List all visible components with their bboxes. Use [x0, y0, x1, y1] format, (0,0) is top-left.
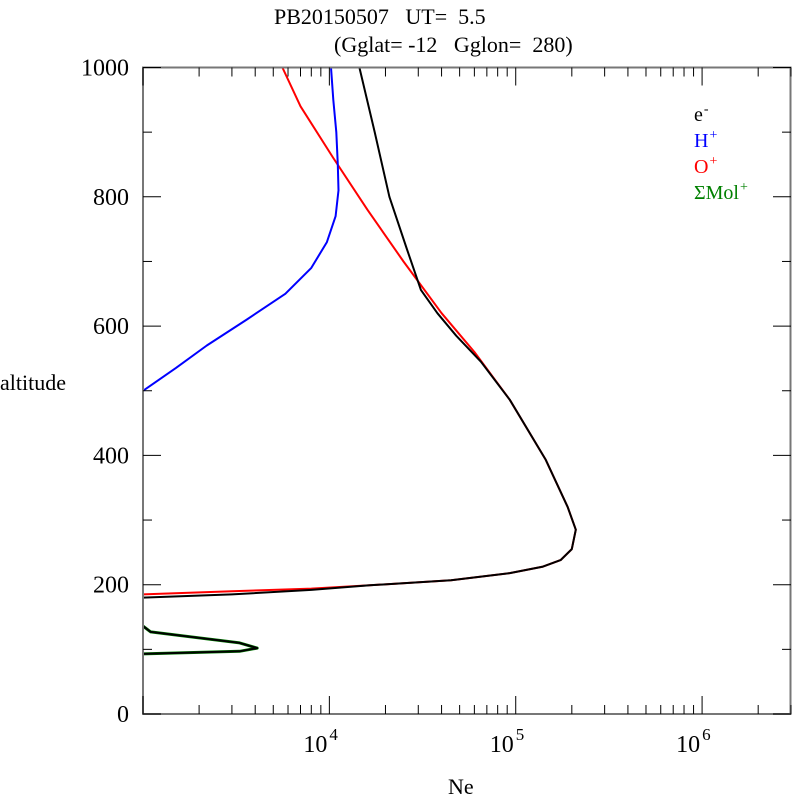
- x-axis-label: Ne: [448, 774, 474, 796]
- series-line-h-plus: [143, 67, 340, 392]
- x-tick-label-exponent: 4: [329, 725, 338, 744]
- y-tick-label: 200: [93, 573, 129, 599]
- x-tick-label: 10: [676, 732, 700, 758]
- y-tick-label: 600: [93, 314, 129, 340]
- legend-entry-superscript: +: [740, 180, 748, 195]
- legend-entry-superscript: -: [704, 102, 709, 117]
- series-line-e-minus: [143, 67, 577, 655]
- series-line-o-plus: [143, 67, 577, 596]
- series-line-mol-plus: [143, 624, 259, 656]
- chart-title-line2: (Gglat= -12 Gglon= 280): [334, 32, 573, 57]
- x-tick-label-exponent: 5: [516, 725, 525, 744]
- x-tick-label: 10: [303, 732, 327, 758]
- legend-entry: ΣMol: [694, 182, 739, 204]
- chart-title-line1: PB20150507 UT= 5.5: [274, 4, 486, 29]
- x-tick-label: 10: [490, 732, 514, 758]
- y-tick-label: 1000: [81, 56, 129, 82]
- legend-entry: H: [694, 130, 708, 152]
- y-tick-label: 400: [93, 443, 129, 469]
- x-tick-label-exponent: 6: [702, 725, 711, 744]
- y-axis-label: altitude: [0, 370, 66, 395]
- y-tick-label: 0: [117, 702, 129, 728]
- legend-entry: e: [694, 104, 703, 126]
- legend-entry-superscript: +: [709, 154, 717, 169]
- legend-entry: O: [694, 156, 708, 178]
- legend-entry-superscript: +: [709, 128, 717, 143]
- y-tick-label: 800: [93, 185, 129, 211]
